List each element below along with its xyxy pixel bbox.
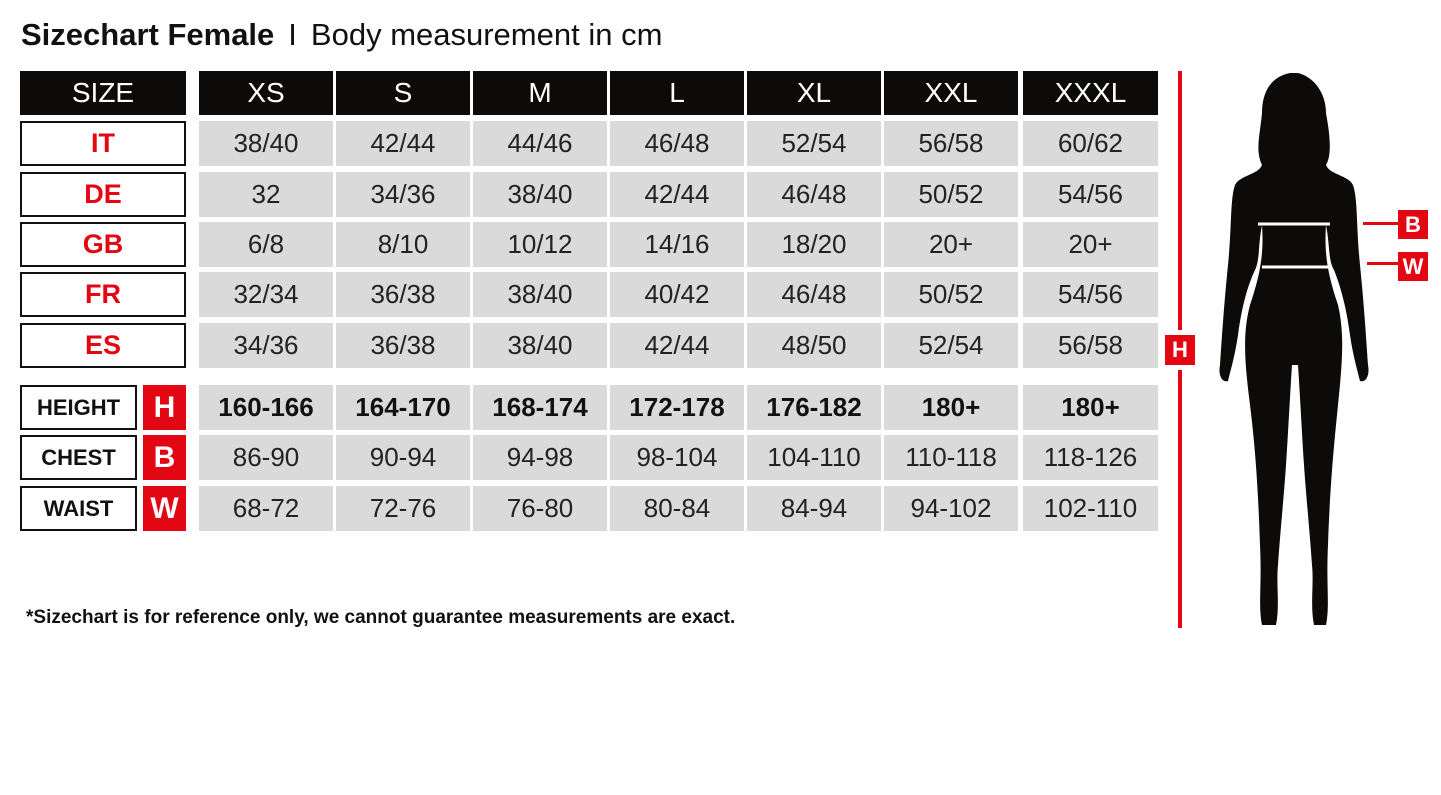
measure-cell: 80-84 [610, 486, 744, 531]
measure-cell: 172-178 [610, 385, 744, 430]
size-cell: 40/42 [610, 272, 744, 317]
size-cell: 42/44 [336, 121, 470, 166]
size-cell: 54/56 [1023, 272, 1158, 317]
size-header-xl: XL [747, 71, 881, 115]
measure-code-badge: H [143, 385, 186, 430]
measure-cell: 90-94 [336, 435, 470, 480]
measure-cell: 164-170 [336, 385, 470, 430]
measure-cell: 118-126 [1023, 435, 1158, 480]
waist-pointer [1367, 262, 1398, 265]
size-cell: 6/8 [199, 222, 333, 267]
chest-pointer [1363, 222, 1398, 225]
size-header-l: L [610, 71, 744, 115]
measure-cell: 180+ [1023, 385, 1158, 430]
measure-cell: 68-72 [199, 486, 333, 531]
size-header-xxxl: XXXL [1023, 71, 1158, 115]
size-cell: 56/58 [884, 121, 1018, 166]
size-header-s: S [336, 71, 470, 115]
measure-cell: 180+ [884, 385, 1018, 430]
size-system-label: DE [20, 172, 186, 217]
page-title: Sizechart Female I Body measurement in cm [21, 17, 662, 53]
measure-cell: 98-104 [610, 435, 744, 480]
size-system-label: ES [20, 323, 186, 368]
size-cell: 38/40 [199, 121, 333, 166]
size-cell: 50/52 [884, 172, 1018, 217]
measure-label: WAIST [20, 486, 137, 531]
measure-cell: 76-80 [473, 486, 607, 531]
size-cell: 52/54 [884, 323, 1018, 368]
size-header-m: M [473, 71, 607, 115]
size-cell: 10/12 [473, 222, 607, 267]
size-system-label: FR [20, 272, 186, 317]
measure-cell: 84-94 [747, 486, 881, 531]
size-cell: 42/44 [610, 323, 744, 368]
measure-code-badge: B [143, 435, 186, 480]
chest-marker: B [1398, 210, 1428, 239]
size-cell: 52/54 [747, 121, 881, 166]
size-cell: 36/38 [336, 323, 470, 368]
size-cell: 42/44 [610, 172, 744, 217]
measure-code-badge: W [143, 486, 186, 531]
size-cell: 54/56 [1023, 172, 1158, 217]
height-marker: H [1165, 335, 1195, 365]
measure-cell: 94-98 [473, 435, 607, 480]
measure-label: CHEST [20, 435, 137, 480]
size-cell: 46/48 [747, 172, 881, 217]
measure-cell: 72-76 [336, 486, 470, 531]
size-cell: 32 [199, 172, 333, 217]
size-cell: 48/50 [747, 323, 881, 368]
size-cell: 38/40 [473, 272, 607, 317]
size-system-label: GB [20, 222, 186, 267]
measure-cell: 110-118 [884, 435, 1018, 480]
measure-cell: 86-90 [199, 435, 333, 480]
size-cell: 14/16 [610, 222, 744, 267]
measure-label: HEIGHT [20, 385, 137, 430]
waist-marker: W [1398, 252, 1428, 281]
measure-cell: 94-102 [884, 486, 1018, 531]
footnote: *Sizechart is for reference only, we can… [26, 607, 736, 628]
size-cell: 36/38 [336, 272, 470, 317]
size-cell: 38/40 [473, 323, 607, 368]
female-silhouette-icon [1219, 73, 1369, 625]
size-cell: 46/48 [747, 272, 881, 317]
size-cell: 44/46 [473, 121, 607, 166]
size-cell: 38/40 [473, 172, 607, 217]
size-cell: 20+ [884, 222, 1018, 267]
size-cell: 46/48 [610, 121, 744, 166]
size-cell: 8/10 [336, 222, 470, 267]
size-cell: 18/20 [747, 222, 881, 267]
size-header-label: SIZE [20, 71, 186, 115]
measure-cell: 160-166 [199, 385, 333, 430]
measure-cell: 168-174 [473, 385, 607, 430]
size-cell: 50/52 [884, 272, 1018, 317]
size-header-xs: XS [199, 71, 333, 115]
size-cell: 34/36 [199, 323, 333, 368]
size-cell: 60/62 [1023, 121, 1158, 166]
size-cell: 34/36 [336, 172, 470, 217]
title-separator: I [288, 17, 297, 52]
measure-cell: 102-110 [1023, 486, 1158, 531]
measure-cell: 104-110 [747, 435, 881, 480]
size-header-xxl: XXL [884, 71, 1018, 115]
size-system-label: IT [20, 121, 186, 166]
title-main: Sizechart Female [21, 17, 275, 52]
size-cell: 32/34 [199, 272, 333, 317]
size-cell: 56/58 [1023, 323, 1158, 368]
measure-cell: 176-182 [747, 385, 881, 430]
title-subtitle: Body measurement in cm [310, 17, 663, 52]
size-cell: 20+ [1023, 222, 1158, 267]
